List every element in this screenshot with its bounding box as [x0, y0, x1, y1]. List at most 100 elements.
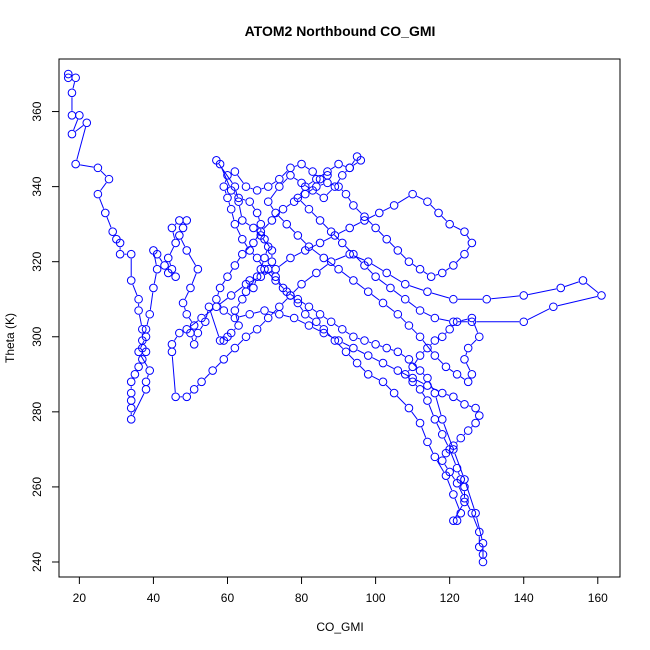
y-tick-label: 300 — [30, 326, 44, 346]
series-segment — [236, 257, 241, 262]
data-point — [260, 306, 269, 315]
data-point — [441, 448, 451, 458]
data-point — [260, 264, 269, 274]
data-point — [408, 377, 417, 387]
data-point — [126, 396, 136, 405]
series-segment — [253, 311, 261, 314]
data-point — [245, 197, 255, 206]
data-point — [197, 377, 206, 387]
data-point — [108, 227, 117, 236]
data-point — [245, 309, 255, 319]
series-segment — [348, 354, 355, 361]
data-point — [474, 527, 484, 537]
series-segment — [270, 189, 278, 199]
series-segment — [75, 125, 84, 132]
series-segment — [527, 308, 550, 321]
series-segment — [431, 292, 450, 299]
data-point — [100, 208, 110, 218]
series-segment — [411, 411, 418, 420]
data-point — [63, 69, 73, 79]
series-segment — [430, 204, 436, 211]
series-segment — [282, 178, 288, 184]
series-segment — [458, 486, 463, 495]
data-point — [252, 324, 262, 334]
series-segment — [353, 255, 365, 261]
series-segment — [224, 179, 227, 183]
data-point — [460, 354, 469, 364]
chart-title: ATOM2 Northbound CO_GMI — [245, 23, 436, 39]
data-point — [341, 189, 351, 199]
data-point — [449, 516, 458, 525]
x-tick-label: 100 — [366, 591, 386, 605]
data-point — [141, 324, 151, 334]
data-point — [212, 302, 221, 312]
series-segment — [174, 223, 177, 226]
data-point — [182, 324, 192, 334]
data-point — [404, 321, 414, 330]
data-point — [408, 189, 417, 199]
data-point — [145, 309, 155, 319]
data-point — [437, 430, 447, 439]
data-point — [212, 294, 221, 304]
data-point — [312, 182, 321, 191]
series-segment — [323, 316, 328, 320]
series-segment — [422, 392, 426, 398]
data-point — [189, 339, 199, 349]
x-tick-label: 160 — [588, 591, 608, 605]
data-point — [286, 253, 295, 263]
data-point — [297, 279, 306, 289]
data-point — [230, 182, 240, 191]
series-segment — [270, 205, 274, 210]
series-segment — [353, 162, 358, 166]
series-segment — [409, 285, 424, 291]
series-segment — [465, 483, 475, 510]
series-segment — [278, 283, 284, 289]
data-point — [293, 294, 303, 304]
data-point — [482, 294, 491, 304]
series-segment — [196, 384, 199, 387]
data-point — [275, 302, 284, 312]
data-point — [226, 204, 236, 214]
series-segment — [416, 379, 424, 384]
data-point — [445, 219, 454, 229]
series-segment — [336, 178, 341, 184]
data-point — [67, 111, 77, 120]
series-segment — [263, 223, 270, 229]
data-point — [82, 118, 92, 128]
series-segment — [463, 433, 466, 436]
data-point — [430, 452, 440, 462]
series-segment — [171, 356, 176, 393]
data-point — [204, 302, 214, 312]
data-point — [319, 193, 329, 203]
series-segment — [371, 294, 380, 301]
data-point — [345, 249, 354, 259]
data-point — [149, 283, 158, 293]
data-point — [400, 279, 410, 289]
series-segment — [188, 317, 193, 323]
data-point — [182, 246, 192, 255]
data-point — [423, 343, 432, 353]
data-point — [271, 264, 280, 274]
data-point — [234, 321, 243, 330]
data-point — [126, 403, 136, 413]
data-point — [226, 328, 236, 338]
data-point — [171, 238, 180, 248]
series-segment — [215, 362, 221, 368]
data-point — [304, 302, 314, 312]
data-point — [349, 332, 358, 342]
series-segment — [259, 320, 266, 327]
series-segment — [99, 198, 105, 209]
series-segment — [430, 343, 433, 346]
data-point — [315, 216, 325, 225]
series-segment — [455, 505, 463, 518]
data-point — [460, 249, 469, 259]
x-tick-label: 20 — [73, 591, 87, 605]
x-tick-label: 120 — [440, 591, 460, 605]
data-point — [452, 516, 462, 525]
data-point — [423, 437, 432, 447]
series-segment — [190, 320, 199, 327]
series-segment — [259, 261, 263, 266]
series-segment — [138, 314, 142, 325]
data-point — [386, 283, 395, 293]
data-point — [160, 261, 169, 270]
